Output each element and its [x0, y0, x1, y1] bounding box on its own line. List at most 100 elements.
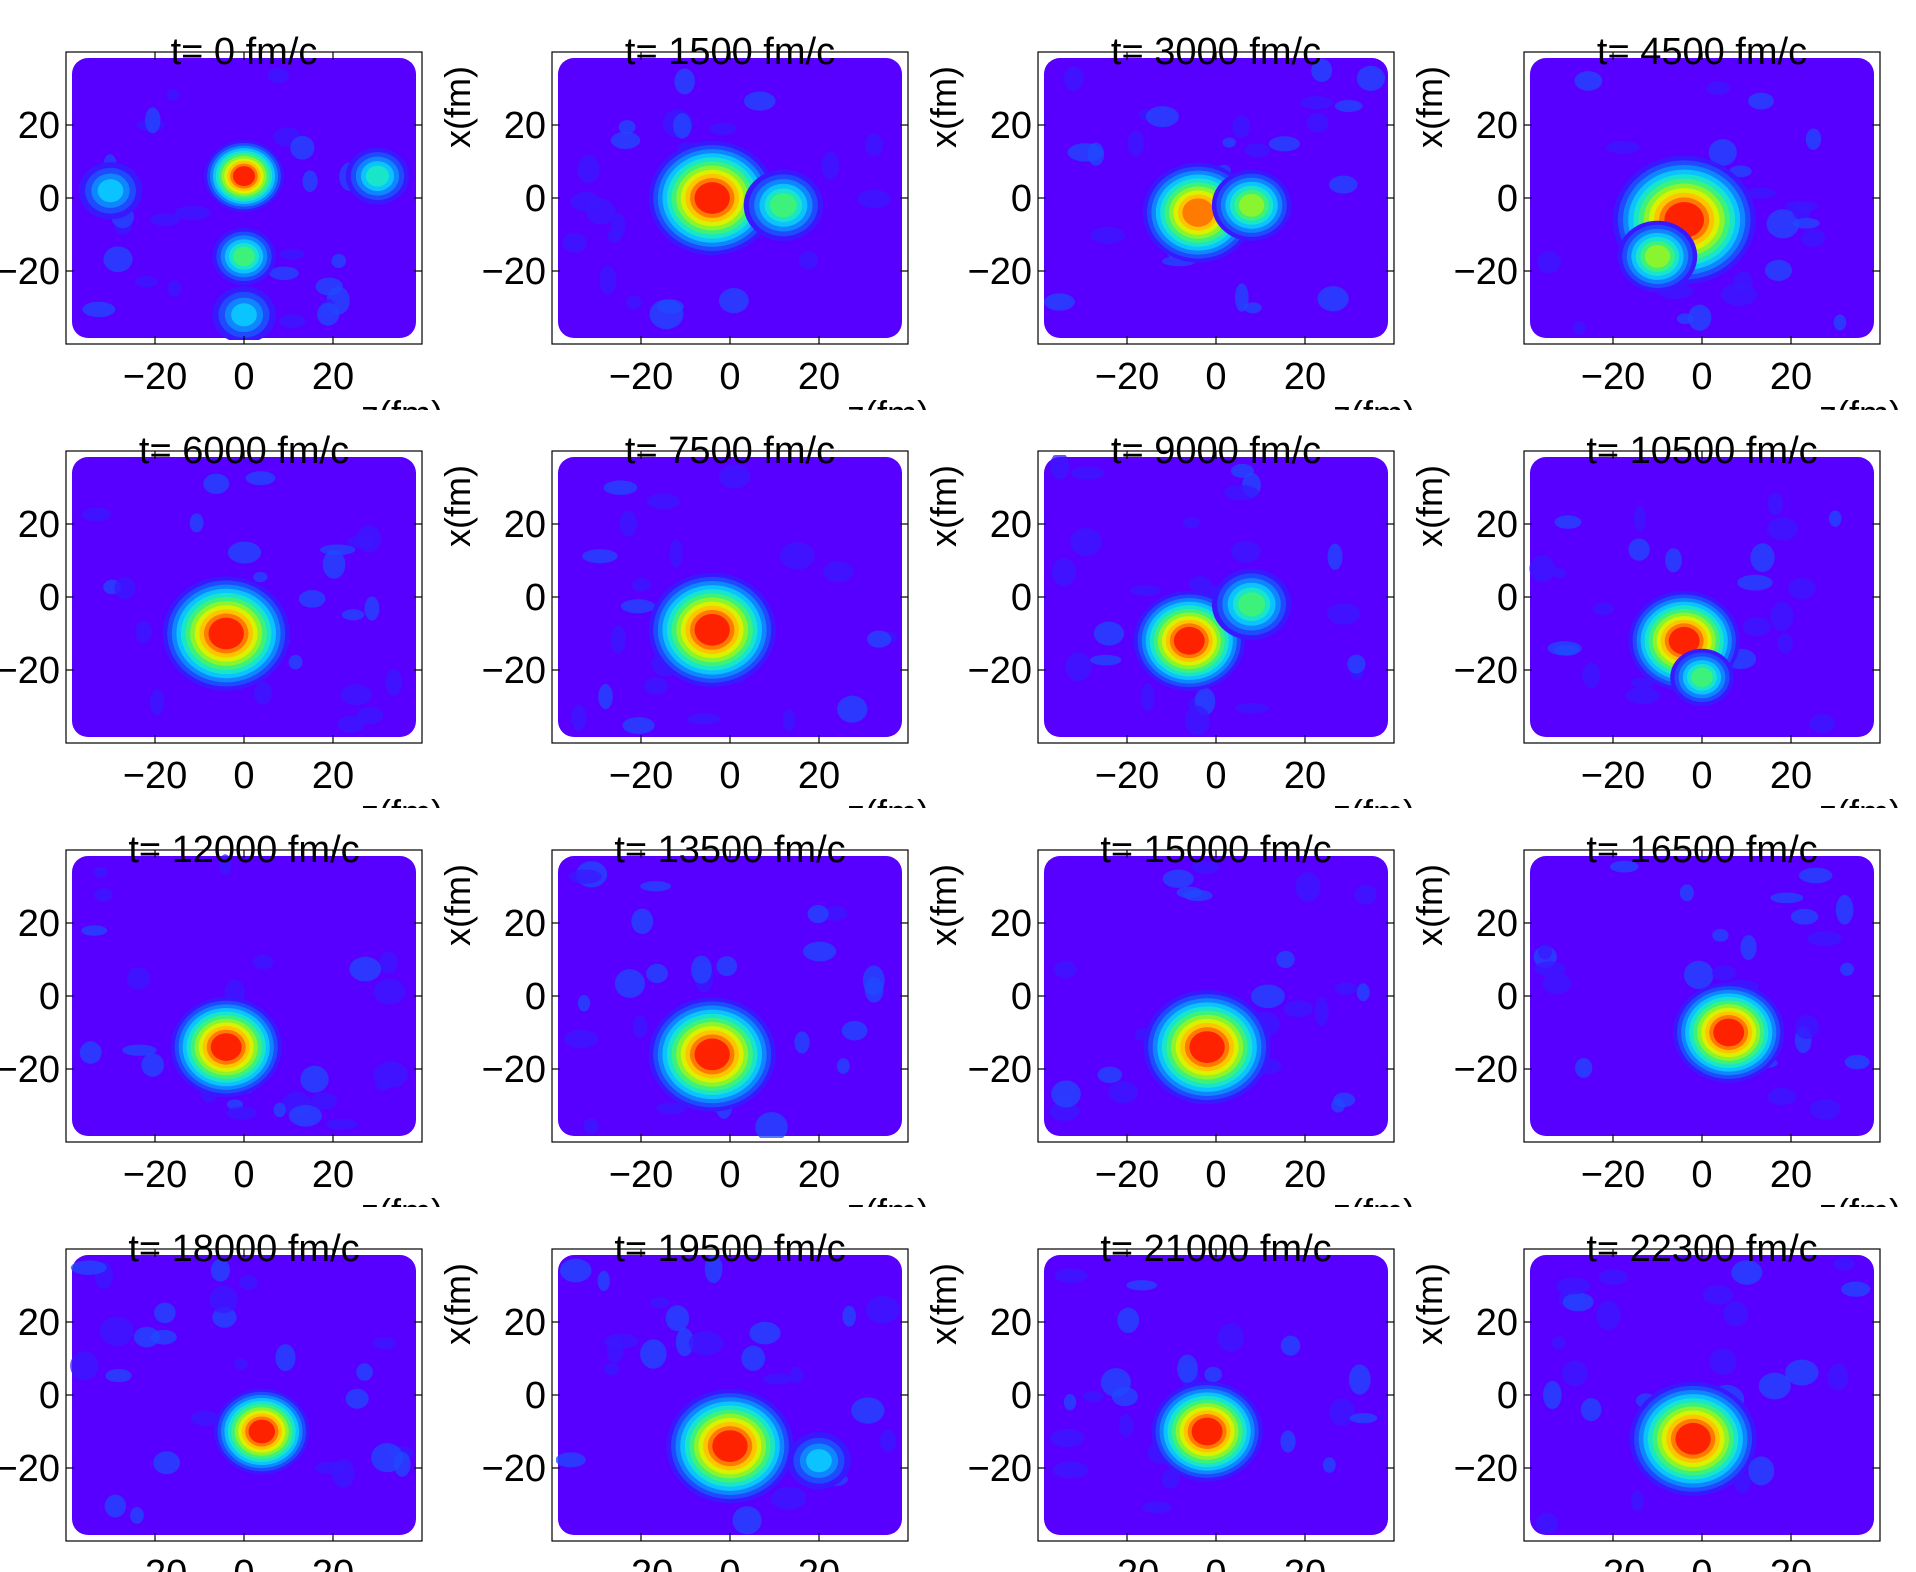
density-speckle: [603, 1333, 639, 1349]
density-speckle: [620, 599, 656, 614]
density-speckle: [1596, 1300, 1621, 1331]
density-speckle: [1733, 271, 1753, 292]
density-speckle: [150, 213, 181, 226]
density-speckle: [770, 1486, 807, 1510]
y-tick-label: 0: [1011, 577, 1032, 619]
x-tick-label: 0: [233, 1553, 254, 1572]
density-speckle: [1049, 1101, 1080, 1122]
density-speckle: [1129, 585, 1161, 596]
y-tick-label: −20: [482, 1049, 546, 1091]
y-tick-label: −20: [0, 251, 60, 293]
y-tick-label: 20: [18, 903, 60, 945]
density-speckle: [1335, 982, 1358, 995]
density-speckle: [1575, 1057, 1593, 1078]
density-speckle: [1097, 1066, 1123, 1083]
density-speckle: [866, 630, 892, 648]
density-speckle: [1798, 867, 1833, 884]
panel-7: −20 0 20 20 0 −20 x(fm) z(fm) t= 9000 fm/c: [923, 430, 1414, 808]
x-tick-label: −20: [123, 1154, 187, 1196]
y-tick-label: 20: [18, 504, 60, 546]
x-tick-label: −20: [1095, 1154, 1159, 1196]
density-speckle: [209, 1285, 238, 1314]
x-tick-label: 20: [1770, 1154, 1812, 1196]
heat-layer: [70, 1255, 416, 1535]
density-speckle: [741, 1345, 766, 1371]
density-speckle: [219, 854, 232, 875]
density-speckle: [782, 708, 796, 732]
density-contour: [694, 613, 730, 646]
density-speckle: [1745, 187, 1776, 199]
density-speckle: [1356, 983, 1370, 1002]
density-speckle: [1764, 259, 1792, 281]
density-contour: [208, 617, 244, 650]
density-speckle: [586, 198, 616, 225]
density-contour: [1182, 198, 1215, 227]
y-axis-label: x(fm): [923, 66, 964, 148]
y-tick-label: 20: [18, 1302, 60, 1344]
density-speckle: [716, 956, 738, 977]
density-speckle: [154, 1302, 176, 1324]
x-tick-label: −20: [609, 755, 673, 797]
x-tick-label: −20: [609, 356, 673, 398]
density-contour: [694, 182, 730, 214]
density-speckle: [1295, 872, 1321, 902]
density-speckle: [1807, 930, 1842, 947]
density-speckle: [239, 1274, 258, 1290]
density-speckle: [1127, 130, 1144, 157]
x-tick-label: 0: [233, 1154, 254, 1196]
density-speckle: [789, 1366, 803, 1385]
density-speckle: [103, 246, 133, 273]
density-speckle: [275, 1344, 296, 1372]
x-tick-label: −20: [123, 356, 187, 398]
density-speckle: [1794, 1014, 1820, 1040]
density-speckle: [1177, 1354, 1198, 1383]
y-tick-label: 0: [1011, 1375, 1032, 1417]
density-speckle: [114, 577, 136, 600]
y-tick-label: 0: [1497, 577, 1518, 619]
density-speckle: [1117, 1307, 1140, 1333]
x-tick-label: 20: [312, 755, 354, 797]
density-speckle: [1598, 1269, 1629, 1285]
panel-title: t= 1500 fm/c: [625, 31, 835, 73]
density-contour: [97, 179, 124, 203]
density-speckle: [1234, 702, 1270, 714]
x-tick-label: 0: [1205, 356, 1226, 398]
y-tick-label: 0: [1497, 976, 1518, 1018]
density-speckle: [675, 1328, 694, 1357]
heat-layer: [558, 856, 902, 1138]
y-tick-label: 20: [504, 903, 546, 945]
x-axis-label: z(fm): [847, 792, 929, 833]
x-tick-label: 0: [233, 755, 254, 797]
density-speckle: [598, 683, 613, 710]
density-speckle: [755, 1112, 788, 1138]
x-tick-label: 20: [312, 1154, 354, 1196]
panel-1: −20 0 20 20 0 −20 z(fm) t= 0 fm/c: [0, 31, 442, 410]
density-speckle: [317, 302, 340, 326]
heat-layer: [72, 854, 416, 1136]
panel-12: −20 0 20 20 0 −20 x(fm) z(fm) t= 16500 fm/c: [1409, 829, 1900, 1207]
panel-title: t= 16500 fm/c: [1586, 829, 1817, 871]
panel-8: −20 0 20 20 0 −20 x(fm) z(fm) t= 10500 fm/c: [1409, 430, 1900, 808]
density-speckle: [1840, 962, 1854, 976]
panel-6: −20 0 20 20 0 −20 x(fm) z(fm) t= 7500 fm/c: [437, 430, 929, 833]
density-speckle: [646, 963, 668, 984]
y-tick-label: 0: [39, 178, 60, 220]
y-tick-label: 20: [504, 504, 546, 546]
x-tick-label: 0: [719, 1154, 740, 1196]
density-speckle: [130, 1507, 144, 1524]
density-speckle: [1729, 165, 1752, 178]
density-speckle: [1317, 286, 1349, 312]
density-speckle: [1280, 1430, 1296, 1453]
density-speckle: [1347, 654, 1366, 674]
density-speckle: [288, 654, 303, 670]
density-speckle: [1551, 1336, 1566, 1350]
density-speckle: [691, 955, 712, 984]
y-tick-label: 0: [1497, 178, 1518, 220]
density-speckle: [563, 1029, 599, 1049]
x-tick-label: 0: [1691, 1553, 1712, 1572]
density-speckle: [1230, 463, 1254, 478]
density-speckle: [1712, 928, 1729, 942]
density-speckle: [607, 229, 622, 243]
y-tick-label: 0: [1011, 178, 1032, 220]
